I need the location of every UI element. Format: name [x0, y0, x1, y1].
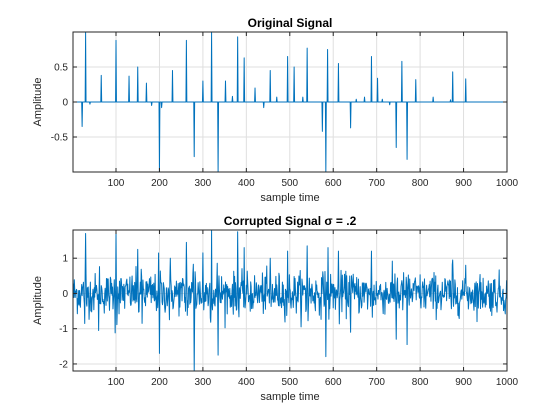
subplot-corrupted-signal: 100 200 300 400 500 600 700 800 900 1000 -2 -1 0 1 Co… [32, 214, 519, 403]
chart-title: Original Signal [248, 16, 333, 30]
axis-ticks: 100 200 300 400 500 600 700 800 900 1000 -0.5 0 0.5 [51, 32, 519, 189]
series-plot [72, 229, 508, 372]
x-tick-label: 500 [281, 377, 298, 388]
y-axis-label: Amplitude [32, 276, 44, 325]
x-tick-label: 1000 [496, 178, 519, 189]
x-tick-label: 300 [195, 178, 212, 189]
x-tick-label: 800 [412, 377, 429, 388]
signal-line [72, 229, 508, 372]
series-plot [72, 31, 508, 173]
chart-title: Corrupted Signal σ = .2 [224, 214, 357, 228]
x-tick-label: 200 [151, 377, 168, 388]
x-tick-label: 800 [412, 178, 429, 189]
x-tick-label: 300 [195, 377, 212, 388]
signal-line [72, 31, 508, 173]
y-tick-label: -2 [59, 359, 68, 370]
x-tick-label: 200 [151, 178, 168, 189]
x-axis-label: sample time [260, 192, 319, 204]
x-tick-label: 900 [455, 178, 472, 189]
y-axis-label: Amplitude [32, 78, 44, 127]
x-tick-label: 700 [368, 178, 385, 189]
y-tick-label: 0 [62, 289, 68, 300]
x-axis-label: sample time [260, 391, 319, 403]
y-tick-label: 0 [62, 98, 68, 109]
x-tick-label: 400 [238, 178, 255, 189]
y-tick-label: 0.5 [54, 63, 68, 74]
x-tick-label: 600 [325, 377, 342, 388]
x-tick-label: 400 [238, 377, 255, 388]
x-tick-label: 600 [325, 178, 342, 189]
x-tick-label: 100 [108, 178, 125, 189]
y-tick-label: -0.5 [51, 133, 69, 144]
x-tick-label: 1000 [496, 377, 519, 388]
x-tick-label: 700 [368, 377, 385, 388]
y-tick-label: -1 [59, 324, 68, 335]
x-tick-label: 500 [281, 178, 298, 189]
y-tick-label: 1 [62, 254, 68, 265]
subplot-original-signal: 100 200 300 400 500 600 700 800 900 1000-0.500.5 … [32, 16, 519, 204]
axis-ticks: 100 200 300 400 500 600 700 800 900 1000 -2 -1 0 1 [59, 230, 519, 388]
x-tick-label: 900 [455, 377, 472, 388]
x-tick-label: 100 [108, 377, 125, 388]
